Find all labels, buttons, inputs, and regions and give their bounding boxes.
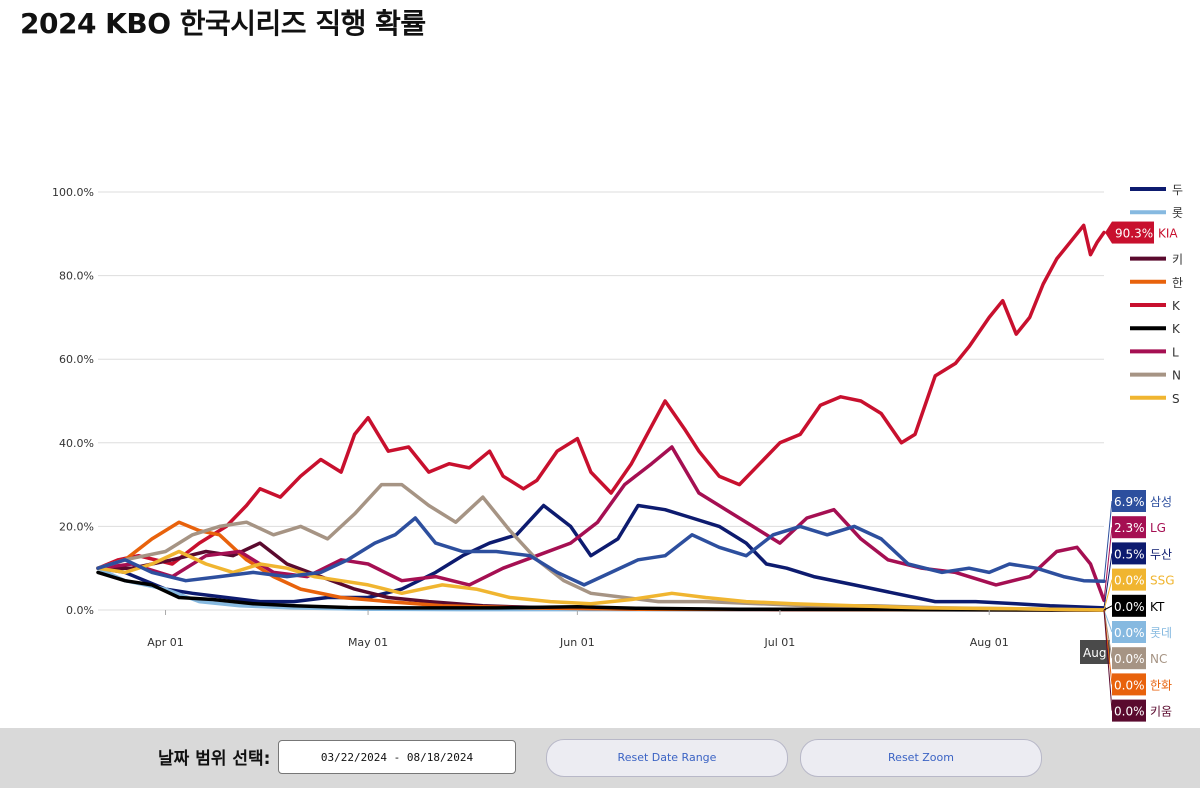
date-range-input[interactable]	[278, 740, 516, 774]
series-line-KIA[interactable]	[96, 223, 1106, 570]
end-label-pointer	[1105, 221, 1112, 244]
end-label-name: 삼성	[1150, 495, 1172, 509]
end-label-connector	[1103, 609, 1113, 633]
y-tick-label: 80.0%	[59, 270, 94, 283]
legend-label[interactable]: K	[1172, 322, 1181, 336]
y-tick-label: 0.0%	[66, 604, 94, 617]
y-tick-label: 100.0%	[52, 186, 94, 199]
end-label-value: 0.0%	[1114, 626, 1145, 640]
y-tick-label: 60.0%	[59, 353, 94, 366]
end-label-box	[1112, 568, 1146, 591]
legend-label[interactable]: 키	[1172, 253, 1183, 267]
end-label-box	[1112, 516, 1146, 539]
end-label-name: KT	[1150, 600, 1165, 614]
end-label-name: LG	[1150, 521, 1166, 535]
date-range-controls: 날짜 범위 선택: Reset Date Range Reset Zoom	[0, 728, 1200, 788]
hover-x-label-box	[1080, 640, 1110, 664]
x-tick-label: Apr 01	[147, 636, 184, 649]
end-label-box	[1112, 490, 1146, 512]
end-label-value: 0.0%	[1114, 600, 1145, 614]
end-label-value: 90.3%	[1115, 227, 1153, 241]
end-label-value: 2.3%	[1114, 521, 1145, 535]
series-line-SSG[interactable]	[96, 549, 1106, 612]
legend-label[interactable]: K	[1172, 299, 1181, 313]
end-label-box	[1112, 699, 1146, 722]
legend-label[interactable]: L	[1172, 345, 1179, 359]
series-line-삼성[interactable]	[96, 516, 1106, 587]
end-label-box	[1112, 542, 1146, 565]
reset-zoom-button[interactable]: Reset Zoom	[800, 739, 1042, 777]
end-label-name: 롯데	[1150, 626, 1172, 640]
end-label-connector	[1103, 500, 1113, 582]
end-label-box	[1112, 221, 1154, 244]
series-line-두산[interactable]	[96, 503, 1106, 610]
end-label-connector	[1103, 609, 1113, 711]
end-label-name: SSG	[1150, 574, 1175, 588]
axis-labels: 0.0% 20.0% 40.0% 60.0% 80.0% 100.0% Apr 01 May …	[52, 186, 1110, 664]
end-label-box	[1112, 647, 1146, 670]
y-tick-label: 40.0%	[59, 437, 94, 450]
legend-label[interactable]: 두	[1172, 183, 1183, 197]
grid	[98, 191, 1104, 611]
hover-x-label: Aug	[1083, 646, 1106, 660]
y-tick-label: 20.0%	[59, 520, 94, 533]
date-range-label: 날짜 범위 선택:	[158, 749, 271, 769]
x-tick-label: Aug 01	[970, 636, 1009, 649]
x-tick-label: Jul 01	[764, 636, 796, 649]
end-label-value: 6.9%	[1114, 495, 1145, 509]
end-label-box	[1112, 621, 1146, 643]
legend-label[interactable]: S	[1172, 392, 1180, 406]
end-label-value: 0.0%	[1114, 678, 1145, 692]
end-label-box	[1112, 673, 1146, 696]
x-tick-label: Jun 01	[559, 636, 595, 649]
end-label-value: 0.0%	[1114, 574, 1145, 588]
x-tick-label: May 01	[348, 636, 388, 649]
legend-label[interactable]: 한	[1172, 276, 1183, 290]
end-label-value: 0.0%	[1114, 652, 1145, 666]
end-label-connector	[1103, 527, 1113, 601]
reset-date-range-button[interactable]: Reset Date Range	[546, 739, 788, 777]
end-label-name: KIA	[1158, 227, 1178, 241]
end-label-value: 0.0%	[1114, 705, 1145, 719]
end-label-connector	[1103, 579, 1113, 611]
end-label-box	[1112, 594, 1146, 617]
end-label-value: 0.5%	[1114, 547, 1145, 561]
page-title: 2024 KBO 한국시리즈 직행 확률	[20, 7, 426, 40]
series-line-KT[interactable]	[96, 570, 1106, 612]
legend-label[interactable]: N	[1172, 369, 1181, 383]
line-chart[interactable]: 0.0% 20.0% 40.0% 60.0% 80.0% 100.0% Apr 01 May …	[0, 0, 1200, 728]
end-label-name: 한화	[1150, 678, 1172, 692]
end-label-name: 두산	[1150, 547, 1172, 561]
series-lines[interactable]	[96, 223, 1106, 612]
end-label-name: 키움	[1150, 705, 1172, 719]
legend-label[interactable]: 롯	[1172, 206, 1183, 220]
end-label-name: NC	[1150, 652, 1167, 666]
end-labels: 90.3% KIA 6.9% 삼성 2.3% LG 0.5% 두산 0.0% SSG 0.0% KT 0…	[1103, 221, 1178, 722]
end-label-connector	[1103, 605, 1113, 611]
end-label-connector	[1103, 553, 1113, 608]
